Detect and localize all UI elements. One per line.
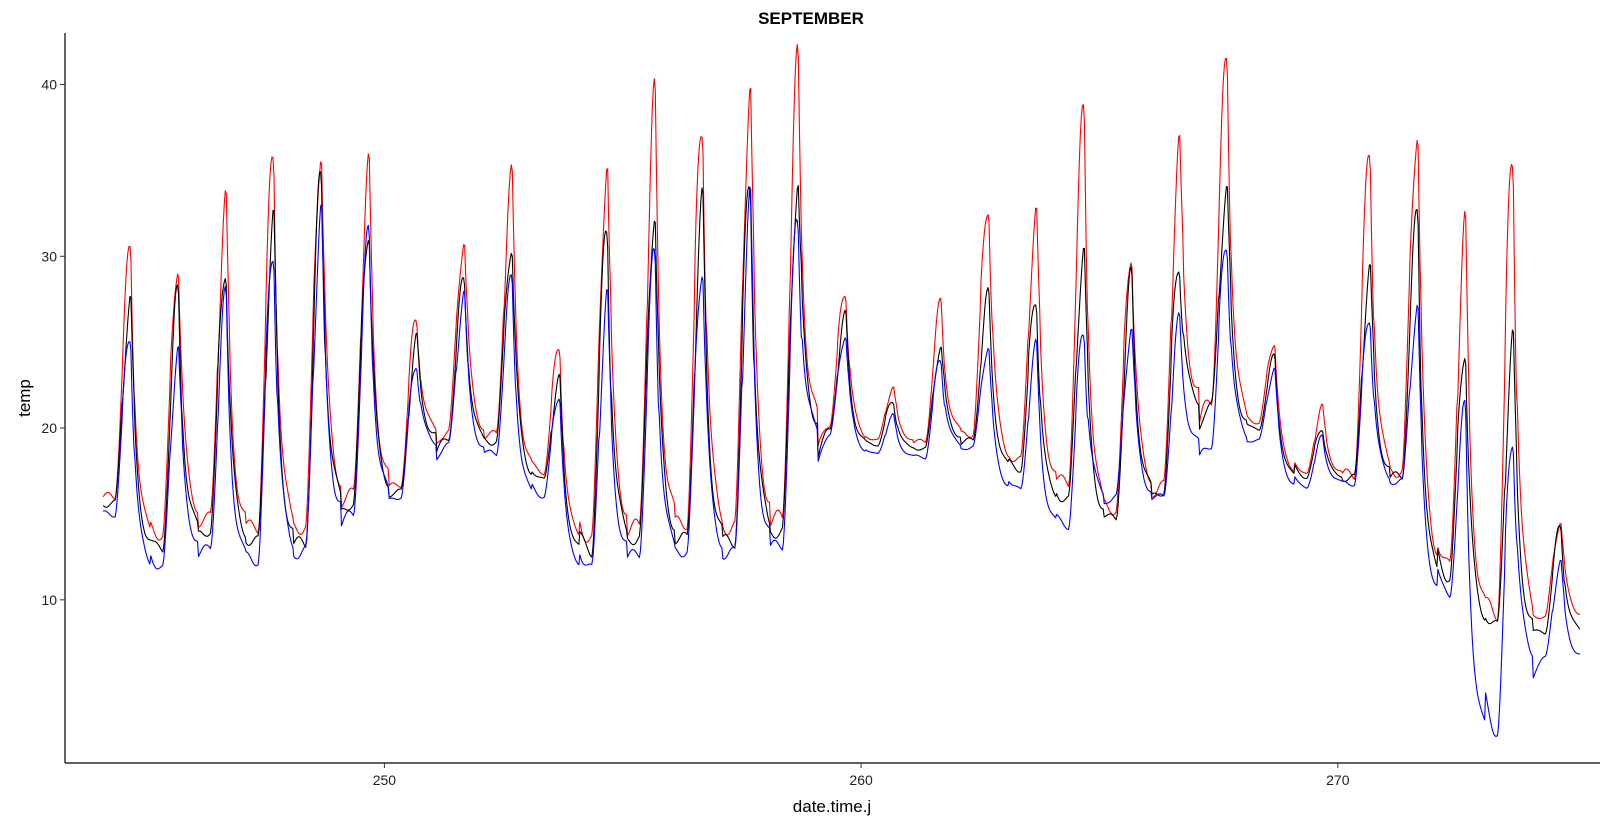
x-tick-label: 260 (849, 772, 873, 788)
series-line-3 (102, 186, 1580, 737)
y-axis: 10 20 30 40 (41, 33, 66, 763)
chart-title: SEPTEMBER (758, 9, 864, 28)
y-tick-label: 20 (41, 420, 57, 436)
x-tick-label: 250 (373, 772, 397, 788)
y-tick-label: 30 (41, 248, 57, 264)
y-axis-title: temp (15, 379, 34, 417)
x-axis: 250 260 270 (65, 762, 1600, 788)
series-line-1 (102, 43, 1581, 622)
plot-area (102, 43, 1581, 737)
x-axis-title: date.time.j (793, 797, 871, 816)
y-tick-label: 40 (41, 77, 57, 93)
x-tick-label: 270 (1326, 772, 1350, 788)
y-tick-label: 10 (41, 592, 57, 608)
series-line-2 (102, 171, 1581, 635)
